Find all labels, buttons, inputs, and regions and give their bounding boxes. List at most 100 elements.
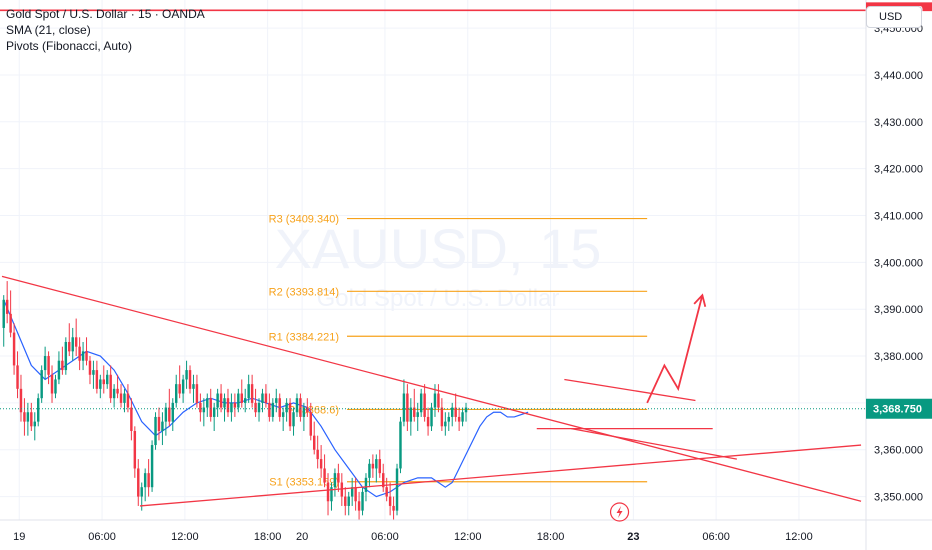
candle-body <box>271 402 275 417</box>
candle-body <box>354 487 357 502</box>
candle-body <box>102 379 105 385</box>
channel-lower-line <box>571 428 737 460</box>
candle-body <box>157 416 161 431</box>
drawings[interactable] <box>1 275 862 507</box>
candle-body <box>306 407 309 413</box>
candle-body <box>23 412 26 422</box>
candle-body <box>440 407 444 427</box>
candle-body <box>150 445 154 488</box>
candle-body <box>119 393 123 403</box>
candle-body <box>302 407 306 417</box>
pivot-label: P (3368.6) <box>288 404 339 416</box>
candle-body <box>57 360 61 380</box>
candle-body <box>309 412 312 436</box>
candle-body <box>126 393 130 408</box>
candle-body <box>388 496 392 506</box>
price-tick-label: 3,350.000 <box>874 492 923 504</box>
time-tick-label: 06:00 <box>88 531 116 543</box>
projection-arrow-head <box>693 293 707 307</box>
price-tick-label: 3,380.000 <box>874 351 923 363</box>
projection-arrow <box>646 294 704 404</box>
time-tick-label: 12:00 <box>454 531 482 543</box>
time-tick-label: 12:00 <box>171 531 199 543</box>
time-tick-label: 18:00 <box>254 531 282 543</box>
time-tick-label: 23 <box>627 531 639 543</box>
candle-body <box>178 384 181 394</box>
candle-body <box>109 374 112 399</box>
candle-body <box>88 360 92 375</box>
candle-body <box>371 463 375 469</box>
watermark-name: Gold Spot / U.S. Dollar <box>317 285 560 312</box>
candle-body <box>295 398 299 413</box>
candle-body <box>257 402 261 413</box>
candle-body <box>457 416 461 422</box>
candle-body <box>244 398 247 403</box>
price-tick-label: 3,440.000 <box>874 70 923 82</box>
candle-body <box>78 346 81 361</box>
candle-body <box>212 407 216 417</box>
legend-pivots[interactable]: Pivots (Fibonacci, Auto) <box>6 39 133 53</box>
candle-body <box>164 407 168 422</box>
candle-body <box>323 468 326 483</box>
candle-body <box>378 459 381 474</box>
news-icon[interactable] <box>609 502 630 522</box>
candle-body <box>375 459 378 469</box>
price-tick-label: 3,390.000 <box>874 304 923 316</box>
legend-sma[interactable]: SMA (21, close) <box>6 23 91 37</box>
candle-body <box>385 487 388 497</box>
candle-body <box>350 487 354 497</box>
time-tick-label: 06:00 <box>371 531 399 543</box>
candle-body <box>333 473 337 488</box>
candle-body <box>233 402 237 408</box>
candle-body <box>402 393 406 422</box>
candle-body <box>40 370 43 399</box>
time-tick-label: 06:00 <box>702 531 730 543</box>
descending-trendline <box>1 275 862 502</box>
candle-body <box>185 370 188 380</box>
grid <box>0 0 866 520</box>
candle-body <box>168 407 171 422</box>
candle-body <box>81 351 85 361</box>
pivot-label: R3 (3409.340) <box>269 214 339 226</box>
time-tick-label: 12:00 <box>785 531 813 543</box>
candle-body <box>140 487 143 497</box>
watermark-symbol: XAUUSD, 15 <box>275 217 602 280</box>
candle-body <box>64 341 68 371</box>
time-tick-label: 19 <box>13 531 25 543</box>
candle-body <box>143 473 147 488</box>
candle-body <box>30 412 33 427</box>
time-axis[interactable]: 19 06:00 12:00 18:00 20 06:00 12:00 18:00 23 06:0… <box>0 519 932 543</box>
candle-body <box>423 393 426 417</box>
candle-body <box>451 407 454 417</box>
candle-body <box>37 398 40 422</box>
candle-body <box>195 384 199 403</box>
candle-body <box>188 370 192 389</box>
candle-body <box>206 398 209 408</box>
candle-body <box>454 407 457 417</box>
candle-body <box>123 393 126 403</box>
legend-symbol[interactable]: Gold Spot / U.S. Dollar · 15 · OANDA <box>6 7 205 21</box>
price-tick-label: 3,410.000 <box>874 210 923 222</box>
candle-body <box>116 388 119 394</box>
candle-body <box>61 360 64 371</box>
candle-body <box>33 421 36 427</box>
candle-body <box>461 412 464 422</box>
candle-body <box>292 412 295 427</box>
currency-button[interactable]: USD <box>866 6 922 28</box>
candle-body <box>74 337 78 347</box>
candle-body <box>426 416 430 427</box>
candle-body <box>219 393 223 408</box>
price-axis[interactable]: 3,350.0003,360.0003,370.0003,380.0003,39… <box>865 0 932 550</box>
candle-body <box>230 402 233 413</box>
legend: Gold Spot / U.S. Dollar · 15 · OANDA SMA… <box>6 6 205 54</box>
candle-body <box>137 468 140 497</box>
candle-body <box>147 473 150 488</box>
candle-body <box>247 384 250 399</box>
candle-body <box>161 421 164 431</box>
candle-body <box>392 505 395 511</box>
candle-body <box>275 398 278 403</box>
candle-body <box>313 435 316 450</box>
candle-body <box>364 477 368 492</box>
candle-body <box>447 416 450 422</box>
